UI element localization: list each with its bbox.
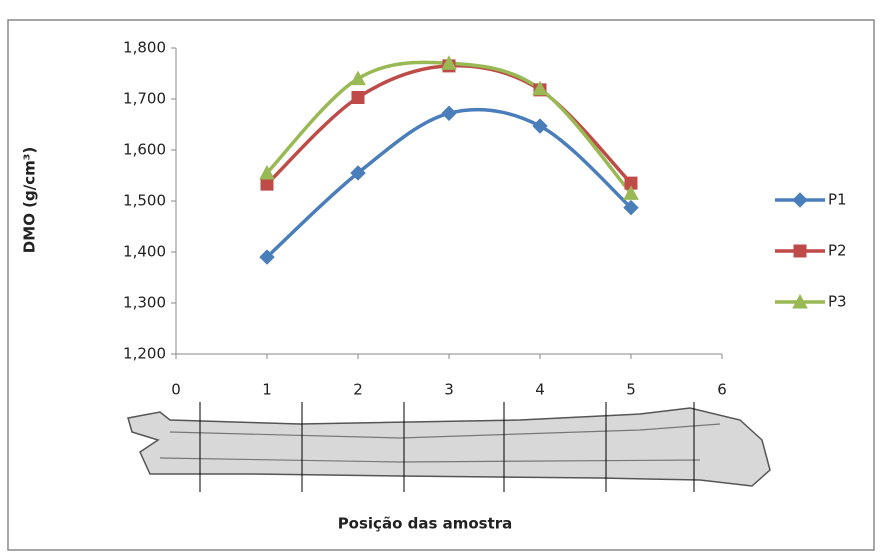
y-tick-label: 1,400 [123,243,166,261]
bone-image [127,402,771,492]
x-axis-title: Posição das amostra [338,515,513,533]
legend-marker [792,192,808,208]
x-tick-label: 4 [535,381,545,399]
y-tick-label: 1,200 [123,345,166,363]
x-tick-label: 1 [262,381,272,399]
marker [441,55,457,70]
legend-label: P1 [828,191,847,209]
marker [350,165,366,181]
marker [623,185,639,200]
x-tick-label: 6 [717,381,727,399]
marker [532,80,548,96]
marker [259,164,275,180]
y-axis-title: DMO (g/cm³) [21,147,39,253]
y-tick-label: 1,700 [123,90,166,108]
marker [624,176,638,190]
y-tick-label: 1,800 [123,39,166,57]
marker [350,70,366,86]
legend-marker [792,293,808,309]
legend-marker [793,244,807,258]
marker [351,90,365,104]
x-tick-label: 5 [626,381,636,399]
y-tick-label: 1,600 [123,141,166,159]
legend-label: P3 [828,293,847,311]
marker [441,105,457,121]
marker [259,249,275,265]
marker [532,118,548,134]
x-tick-label: 0 [171,381,181,399]
y-tick-label: 1,300 [123,294,166,312]
x-tick-label: 3 [444,381,454,399]
marker [260,177,274,191]
marker [623,199,639,216]
x-tick-label: 2 [353,381,363,399]
legend-label: P2 [828,242,847,260]
y-tick-label: 1,500 [123,192,166,210]
